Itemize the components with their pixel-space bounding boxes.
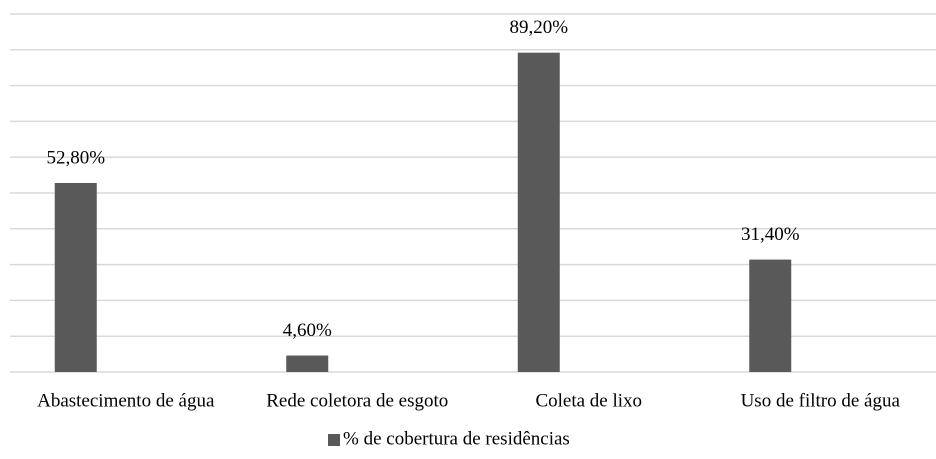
x-tick-label: Abastecimento de água	[37, 390, 215, 411]
bar	[286, 355, 329, 372]
bar	[517, 52, 560, 372]
x-tick-label: Uso de filtro de água	[741, 390, 901, 411]
bar	[749, 259, 792, 372]
x-tick-label: Coleta de lixo	[535, 390, 642, 411]
data-label: 89,20%	[509, 17, 568, 38]
legend-label: % de cobertura de residências	[343, 428, 570, 449]
data-label: 4,60%	[283, 320, 332, 341]
data-label: 52,80%	[46, 147, 105, 168]
bar	[54, 182, 97, 372]
x-tick-label: Rede coletora de esgoto	[266, 390, 448, 411]
data-label: 31,40%	[741, 224, 800, 245]
legend-swatch	[328, 434, 340, 446]
